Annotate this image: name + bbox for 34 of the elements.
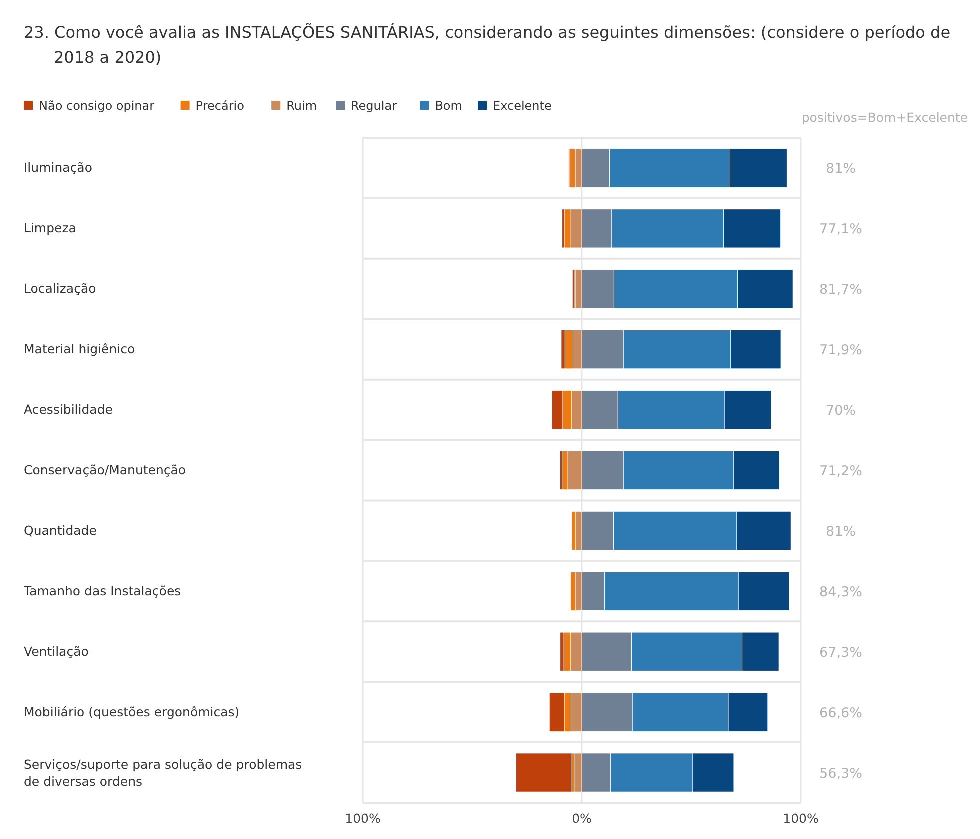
text: 56,3% — [820, 766, 863, 782]
text: 77,1% — [820, 222, 863, 238]
legend-label: Excelente — [493, 99, 552, 113]
y-tick-label: Localização — [24, 281, 96, 296]
legend-label: Precário — [196, 99, 244, 113]
y-tick-label: Conservação/Manutenção — [24, 462, 186, 478]
y-tick-label: Tamanho das Instalações — [23, 583, 182, 598]
legend-label: Regular — [351, 99, 398, 113]
text: 66,6% — [820, 705, 863, 722]
legend-label: Ruim — [286, 99, 318, 113]
bar — [516, 753, 572, 792]
x-tick-label: 100% — [783, 811, 819, 826]
x-tick-label: 0% — [572, 811, 592, 826]
y-tick-label: Iluminação — [24, 160, 92, 176]
text: positivos=Bom+Excelente — [802, 110, 968, 125]
text: 71,2% — [820, 464, 863, 480]
text: 81,7% — [820, 282, 863, 298]
legend-label: Não consigo opinar — [39, 99, 155, 113]
text: 81% — [826, 524, 856, 540]
y-tick-label: Limpeza — [24, 220, 76, 236]
y-tick-label: Ventilação — [24, 644, 89, 659]
text: 71,9% — [820, 342, 863, 359]
x-tick-label: 100% — [345, 811, 381, 826]
text: 81% — [826, 161, 856, 178]
text: 84,3% — [820, 584, 863, 600]
y-tick-label: Quantidade — [24, 522, 98, 538]
text: 67,3% — [820, 644, 863, 661]
y-tick-label: Acessibilidade — [24, 402, 114, 418]
chart-title: 23. Como você avalia as INSTALAÇÕES SANITÁRIAS, considerando as seguintes dimensões: (considere o período de 2018 a 2020) — [24, 23, 951, 67]
legend-label: Bom — [435, 99, 462, 113]
text: 70% — [826, 403, 856, 420]
y-tick-label: Mobiliário (questões ergonômicas) — [24, 704, 240, 720]
y-tick-label: Serviços/suporte para solução de problemas de diversas ordens — [24, 756, 302, 789]
y-tick-label: Material higiênico — [24, 342, 136, 357]
